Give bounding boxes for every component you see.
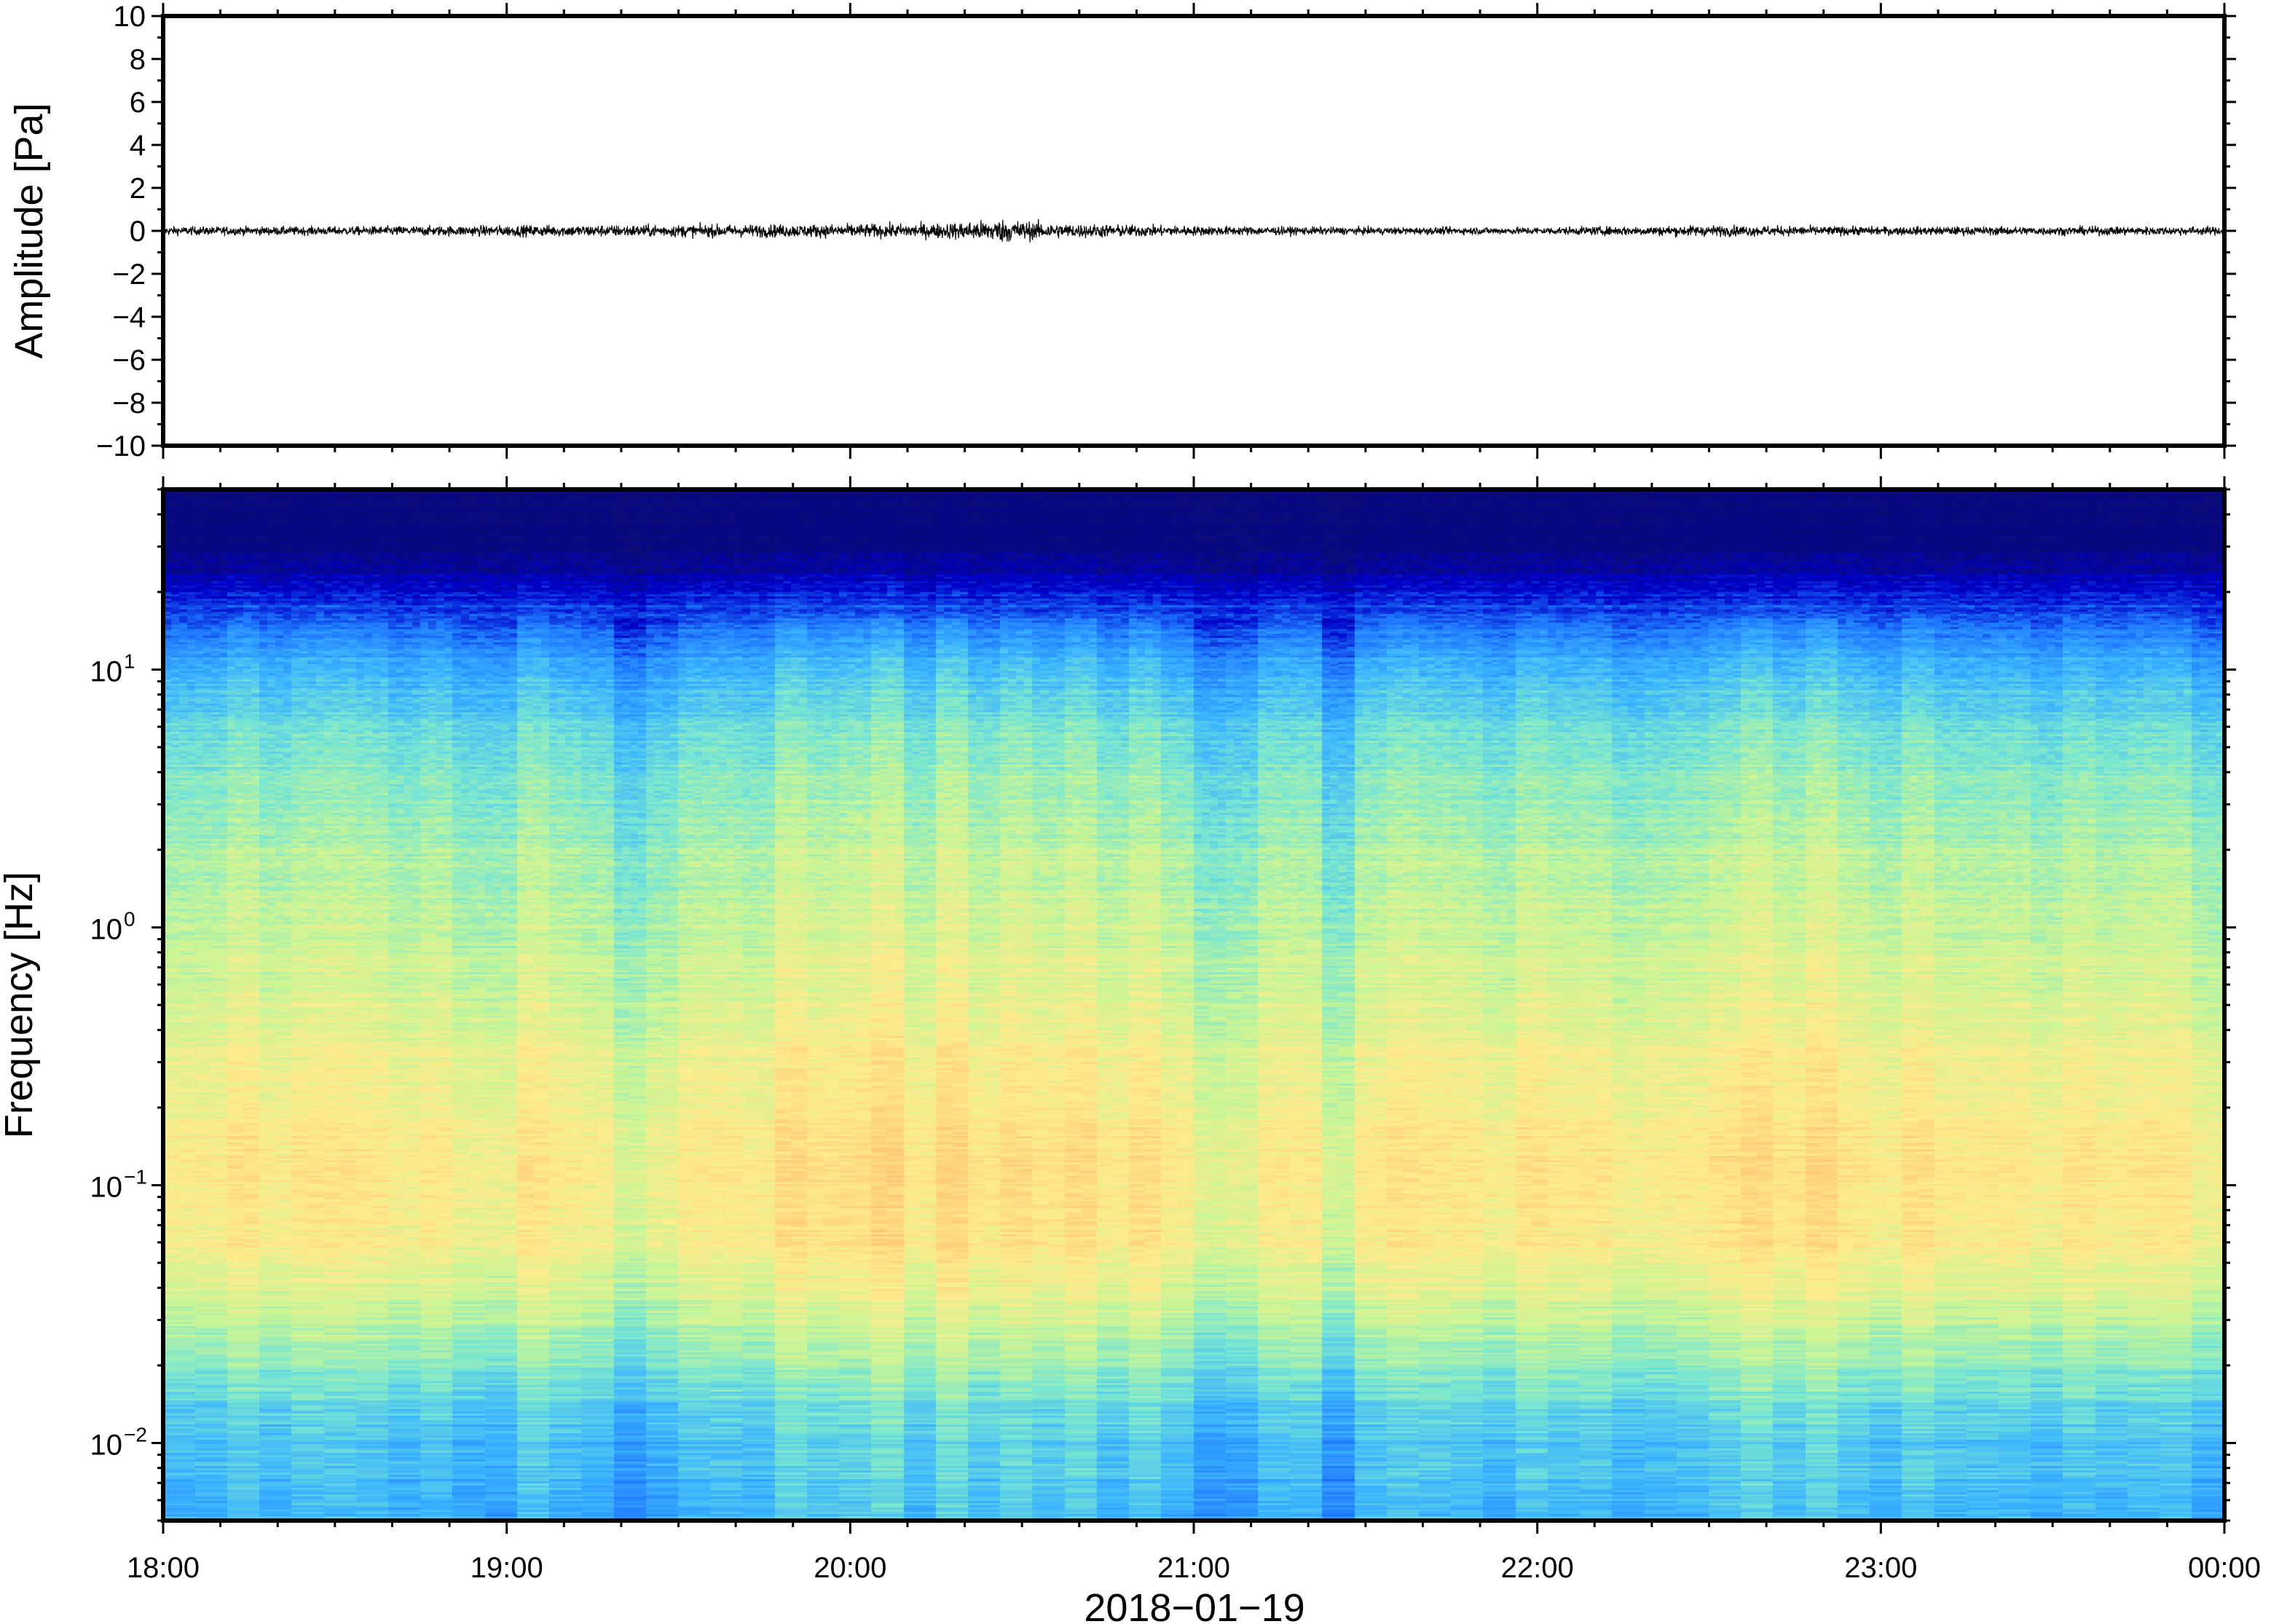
waveform-y-tick-label: −8 bbox=[112, 387, 146, 419]
waveform-y-tick-label: 6 bbox=[130, 87, 146, 119]
spectrogram-y-tick-exponent: −2 bbox=[124, 1423, 147, 1446]
axis-ticks bbox=[151, 3, 2236, 1534]
waveform-y-tick-labels: 10 8 6 4 2 0 −2 −4 −6 −8 −10 bbox=[96, 1, 146, 462]
x-tick-label: 21:00 bbox=[1157, 1552, 1230, 1584]
spectrogram-y-tick-label: 10 bbox=[90, 1429, 123, 1461]
spectrogram-y-tick-label: 10 bbox=[90, 1171, 123, 1203]
waveform-y-axis-label: Amplitude [Pa] bbox=[7, 103, 51, 358]
spectrogram-y-axis-label: Frequency [Hz] bbox=[0, 872, 41, 1138]
waveform-y-tick-label: 10 bbox=[114, 1, 146, 33]
x-tick-label: 19:00 bbox=[471, 1552, 543, 1584]
x-tick-label: 22:00 bbox=[1501, 1552, 1574, 1584]
x-tick-labels: 18:00 19:00 20:00 21:00 22:00 23:00 00:00 bbox=[127, 1552, 2261, 1584]
waveform-y-tick-label: 0 bbox=[130, 216, 146, 248]
x-axis-date-label: 2018−01−19 bbox=[1084, 1586, 1304, 1624]
waveform-y-tick-label: −2 bbox=[112, 259, 146, 291]
spectrogram-canvas-holder bbox=[163, 489, 2224, 1521]
spectrogram-y-tick-exponent: 1 bbox=[124, 650, 135, 672]
waveform-y-tick-label: −4 bbox=[112, 301, 146, 334]
x-tick-label: 00:00 bbox=[2188, 1552, 2261, 1584]
spectrogram-y-tick-exponent: −1 bbox=[124, 1165, 147, 1188]
waveform-y-tick-label: 2 bbox=[130, 173, 146, 205]
spectrogram-y-tick-label: 10 bbox=[90, 913, 123, 945]
waveform-y-tick-label: −6 bbox=[112, 344, 146, 377]
spectrogram-heatmap bbox=[163, 489, 2224, 1521]
waveform-trace-group bbox=[163, 218, 2224, 243]
x-tick-label: 18:00 bbox=[127, 1552, 200, 1584]
waveform-trace bbox=[163, 218, 2224, 243]
spectrogram-y-tick-label: 10 bbox=[90, 655, 123, 687]
waveform-y-tick-label: 8 bbox=[130, 44, 146, 76]
waveform-y-tick-label: −10 bbox=[96, 430, 146, 462]
x-tick-label: 20:00 bbox=[814, 1552, 886, 1584]
spectrogram-y-tick-exponent: 0 bbox=[124, 907, 135, 930]
waveform-y-tick-label: 4 bbox=[130, 130, 146, 162]
x-tick-label: 23:00 bbox=[1844, 1552, 1917, 1584]
